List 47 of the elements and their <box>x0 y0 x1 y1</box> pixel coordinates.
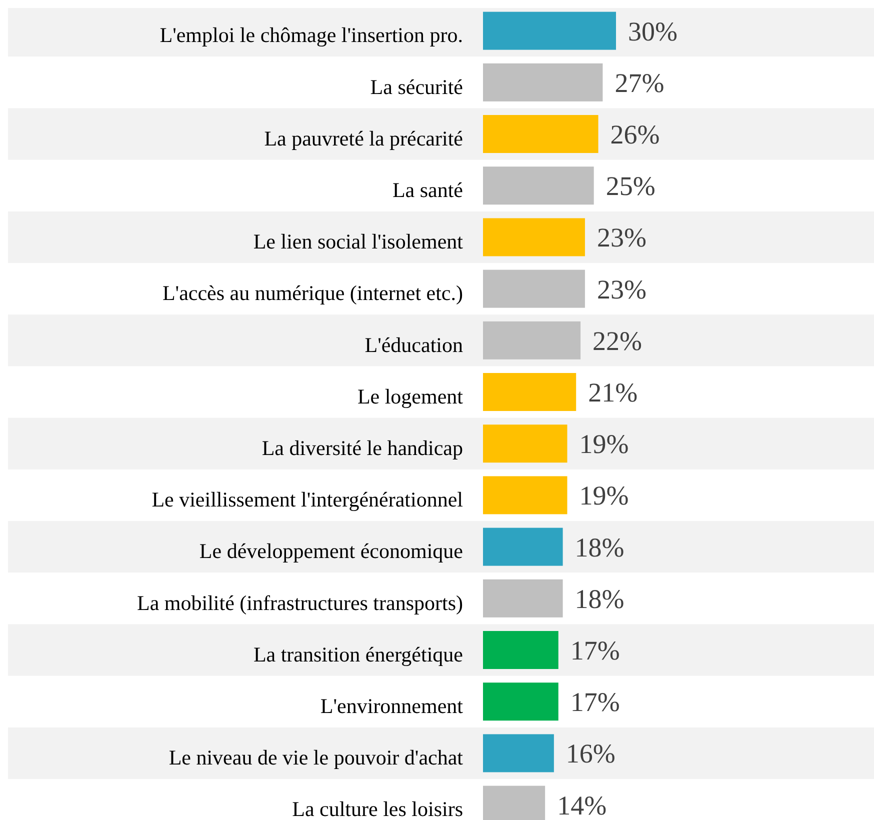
y-tick-label: La transition énergétique <box>253 642 463 666</box>
bar <box>483 579 563 618</box>
bar <box>483 528 563 566</box>
data-label: 19% <box>579 480 629 511</box>
y-tick-label: Le niveau de vie le pouvoir d'achat <box>168 746 464 770</box>
data-label: 27% <box>614 68 664 98</box>
bar <box>483 631 558 669</box>
bar <box>483 321 581 360</box>
y-tick-label: Le vieillissement l'intergénérationnel <box>152 488 464 512</box>
y-tick-label: Le développement économique <box>199 539 463 564</box>
bar <box>483 734 554 772</box>
data-label: 17% <box>570 635 620 666</box>
y-tick-label: La santé <box>392 178 463 202</box>
bar <box>483 12 616 50</box>
data-label: 22% <box>592 326 642 356</box>
data-label: 23% <box>596 274 646 304</box>
y-tick-label: La sécurité <box>370 74 463 99</box>
y-tick-label: La diversité le handicap <box>262 436 463 460</box>
y-tick-label: L'environnement <box>320 694 464 718</box>
data-label: 23% <box>596 222 646 253</box>
bar <box>483 373 576 411</box>
y-tick-label: La pauvreté la précarité <box>264 126 463 150</box>
data-label: 21% <box>588 377 638 408</box>
data-label: 17% <box>570 687 620 718</box>
y-tick-label: L'éducation <box>364 332 464 357</box>
y-tick-label: L'emploi le chômage l'insertion pro. <box>160 23 463 48</box>
y-tick-label: La culture les loisirs <box>292 797 463 820</box>
bar <box>483 115 598 153</box>
y-tick-label: Le lien social l'isolement <box>253 230 464 254</box>
y-tick-label: La mobilité (infrastructures transports) <box>137 590 464 615</box>
bar <box>483 682 558 721</box>
data-label: 14% <box>557 790 607 820</box>
data-label: 16% <box>566 738 616 769</box>
y-tick-label: Le logement <box>357 384 464 408</box>
data-label: 18% <box>574 584 624 614</box>
bar <box>483 166 594 205</box>
data-label: 18% <box>574 532 624 562</box>
data-label: 26% <box>610 119 660 150</box>
bar <box>483 476 568 514</box>
bar <box>483 218 585 256</box>
data-label: 19% <box>579 429 629 460</box>
bar <box>483 270 585 308</box>
data-label: 25% <box>606 171 656 202</box>
data-label: 30% <box>628 16 678 46</box>
bar <box>483 424 568 463</box>
y-tick-label: L'accès au numérique (internet etc.) <box>162 281 463 306</box>
bar <box>483 63 603 102</box>
